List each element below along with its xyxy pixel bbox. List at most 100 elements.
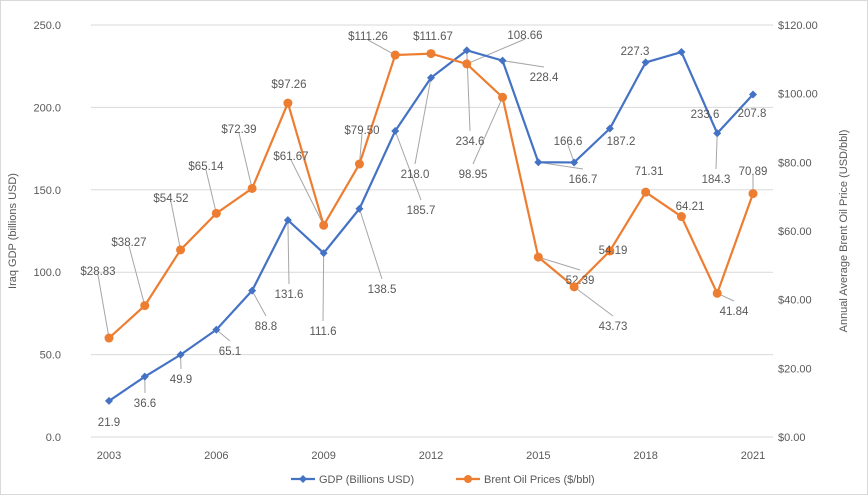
- data-label: $111.67: [413, 31, 453, 43]
- legend-marker: [464, 475, 472, 483]
- data-label: 41.84: [720, 306, 749, 318]
- leader-line: [129, 246, 145, 306]
- data-point: [642, 58, 650, 66]
- data-label: 88.8: [255, 321, 277, 333]
- y2-tick-label: $20.00: [778, 363, 812, 375]
- data-label: 21.9: [98, 417, 120, 429]
- data-label: 218.0: [401, 169, 430, 181]
- data-label: 71.31: [635, 166, 664, 178]
- data-label: $65.14: [188, 161, 224, 173]
- leader-line: [467, 39, 525, 64]
- y2-tick-label: $120.00: [778, 20, 818, 32]
- y2-tick-label: $60.00: [778, 226, 812, 238]
- leader-line: [239, 133, 252, 188]
- leader-line: [171, 202, 181, 250]
- data-label: 111.6: [309, 326, 336, 338]
- y-tick-label: 0.0: [46, 432, 61, 444]
- series-line-1: [109, 54, 753, 338]
- data-label: $54.52: [153, 193, 188, 205]
- data-label: 184.3: [702, 174, 731, 186]
- y2-tick-label: $40.00: [778, 295, 812, 307]
- data-label: 36.6: [134, 398, 156, 410]
- data-point: [534, 253, 543, 262]
- data-label: $61.67: [273, 151, 308, 163]
- x-tick-label: 2009: [311, 450, 335, 462]
- leader-line: [503, 61, 544, 67]
- data-label: $111.26: [348, 31, 388, 43]
- y-tick-label: 250.0: [33, 20, 61, 32]
- data-point: [355, 160, 364, 169]
- y-axis-title: Iraq GDP (billions USD): [7, 173, 19, 289]
- data-label: 185.7: [407, 205, 436, 217]
- data-label: 64.21: [676, 201, 705, 213]
- data-label: $38.27: [111, 237, 146, 249]
- data-label: $97.26: [271, 79, 306, 91]
- x-tick-label: 2006: [204, 450, 228, 462]
- data-label: 227.3: [621, 46, 650, 58]
- data-point: [427, 49, 436, 58]
- data-label: 49.9: [170, 374, 192, 386]
- data-label: 131.6: [275, 289, 304, 301]
- data-point: [319, 221, 328, 230]
- data-label: 166.6: [554, 136, 583, 148]
- leader-line: [323, 253, 324, 321]
- data-point: [499, 57, 507, 65]
- x-tick-label: 2012: [419, 450, 443, 462]
- data-label: 234.6: [456, 136, 485, 148]
- data-label: 233.6: [691, 109, 720, 121]
- legend-label: Brent Oil Prices ($/bbl): [484, 474, 595, 486]
- data-label: 43.73: [599, 321, 628, 333]
- data-label: 98.95: [459, 169, 488, 181]
- data-point: [176, 245, 185, 254]
- leader-line: [98, 275, 109, 338]
- data-point: [641, 188, 650, 197]
- data-label: $28.83: [80, 266, 115, 278]
- data-label: $72.39: [221, 124, 256, 136]
- data-point: [570, 282, 579, 291]
- data-point: [677, 48, 685, 56]
- data-label: 52.39: [566, 275, 595, 287]
- legend-marker: [299, 475, 307, 483]
- x-tick-label: 2003: [97, 450, 121, 462]
- data-point: [140, 301, 149, 310]
- data-label: 54.19: [599, 245, 628, 257]
- data-point: [713, 289, 722, 298]
- y-tick-label: 200.0: [33, 102, 61, 114]
- x-tick-label: 2018: [633, 450, 657, 462]
- leader-line: [359, 209, 382, 279]
- leader-line: [206, 170, 216, 213]
- data-label: 207.8: [738, 108, 767, 120]
- leader-line: [574, 287, 613, 316]
- x-tick-label: 2015: [526, 450, 550, 462]
- data-point: [283, 99, 292, 108]
- data-point: [248, 184, 257, 193]
- data-label: 65.1: [219, 346, 241, 358]
- data-point: [105, 334, 114, 343]
- data-point: [391, 51, 400, 60]
- y-tick-label: 150.0: [33, 185, 61, 197]
- leader-line: [288, 220, 289, 284]
- leader-line: [252, 291, 266, 316]
- data-label: 166.7: [569, 174, 598, 186]
- data-label: $79.50: [344, 125, 379, 137]
- data-point: [462, 59, 471, 68]
- data-point: [498, 93, 507, 102]
- x-tick-label: 2021: [741, 450, 765, 462]
- data-point: [212, 209, 221, 218]
- legend-label: GDP (Billions USD): [319, 474, 414, 486]
- data-label: 187.2: [607, 136, 636, 148]
- y2-axis-title: Annual Average Brent Oil Price (USD/bbl): [838, 130, 850, 333]
- data-point: [534, 158, 542, 166]
- y-tick-label: 100.0: [33, 267, 61, 279]
- leader-line: [716, 133, 717, 169]
- data-label: 108.66: [507, 30, 542, 42]
- y2-tick-label: $80.00: [778, 157, 812, 169]
- data-label: 70.89: [739, 166, 768, 178]
- data-point: [677, 212, 686, 221]
- data-label: 228.4: [530, 72, 559, 84]
- data-point: [749, 189, 758, 198]
- y2-tick-label: $0.00: [778, 432, 806, 444]
- y-tick-label: 50.0: [40, 350, 61, 362]
